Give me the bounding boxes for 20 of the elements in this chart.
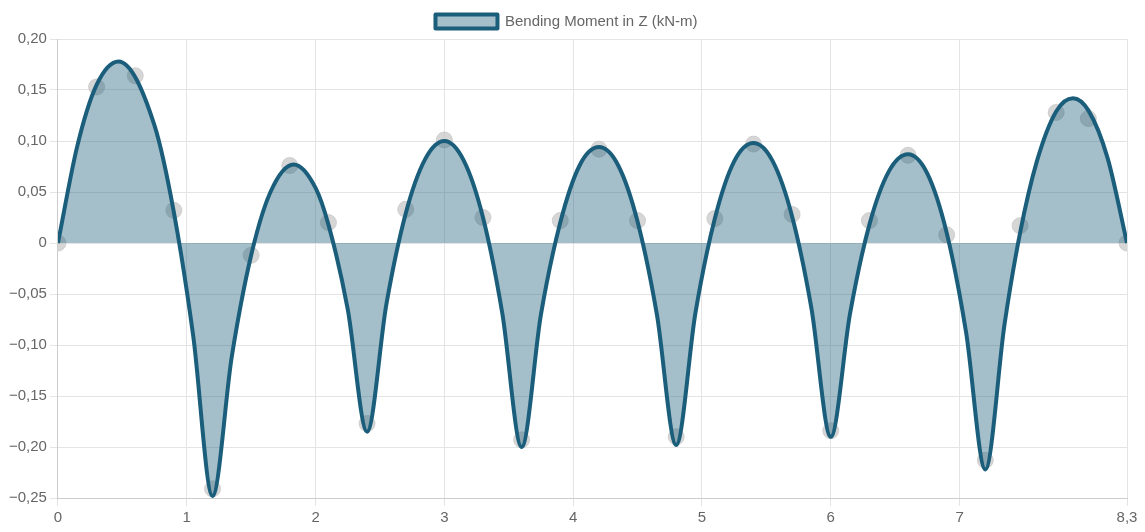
y-tick-label: −0,20 [8, 437, 47, 455]
x-tick-label: 0 [53, 508, 63, 526]
y-tick-label: −0,05 [8, 284, 47, 302]
x-tick-label: 3 [440, 508, 449, 526]
x-tick-label: 6 [826, 508, 835, 526]
y-tick-label: −0,15 [8, 386, 47, 404]
x-tick-label: 2 [311, 508, 320, 526]
y-tick-label: −0,25 [8, 488, 47, 506]
y-tick-label: 0 [38, 233, 47, 251]
y-tick-label: 0,20 [17, 29, 47, 47]
x-tick-label: 1 [182, 508, 191, 526]
x-tick-label: 5 [697, 508, 707, 526]
x-tick-label: 8,3 [1116, 508, 1138, 526]
y-tick-label: 0,15 [17, 80, 47, 98]
x-tick-label: 7 [955, 508, 964, 526]
x-tick-label: 4 [568, 508, 578, 526]
y-tick-label: −0,10 [8, 335, 47, 353]
legend-label: Bending Moment in Z (kN-m) [504, 11, 698, 29]
y-tick-label: 0,05 [17, 182, 47, 200]
y-tick-label: 0,10 [17, 131, 47, 149]
